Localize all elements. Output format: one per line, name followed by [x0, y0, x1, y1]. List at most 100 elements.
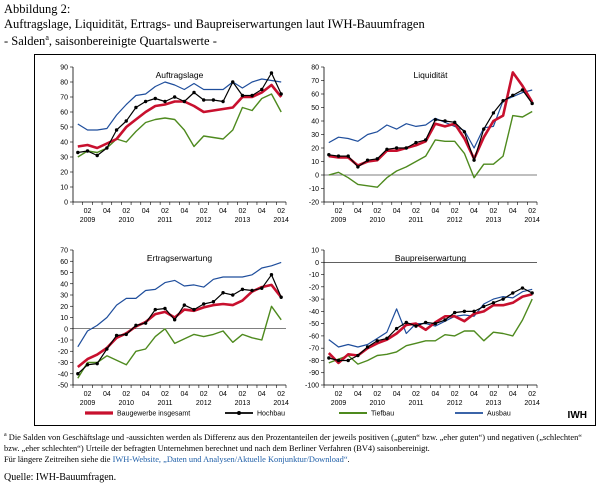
x-tick-label: 04	[219, 391, 227, 398]
hochbau-point	[472, 309, 476, 314]
series-line-baugewerbe	[77, 83, 283, 150]
x-tick-label: 02	[451, 391, 459, 398]
y-tick-label: 0	[64, 326, 68, 333]
y-tick-label: -50	[309, 321, 319, 328]
hochbau-point	[375, 157, 379, 161]
hochbau-point	[143, 99, 148, 104]
hochbau-point	[462, 309, 467, 314]
hochbau-point	[105, 347, 109, 351]
x-tick-label: 04	[354, 391, 362, 398]
y-tick-label: 20	[311, 146, 319, 153]
y-tick-label: -10	[58, 338, 68, 345]
series-line-tiefbau	[328, 298, 533, 365]
series-line-hochbau	[77, 274, 282, 375]
year-label: 2014	[273, 217, 289, 224]
hochbau-point	[404, 320, 408, 325]
hochbau-point	[211, 300, 216, 304]
y-tick-label: 20	[60, 304, 68, 311]
legend	[85, 411, 483, 415]
x-tick-label: 02	[412, 391, 420, 398]
year-label: 2009	[80, 217, 96, 224]
hochbau-point	[356, 165, 360, 169]
y-tick-label: 50	[60, 125, 68, 132]
hochbau-point	[520, 88, 525, 92]
x-tick-label: 04	[180, 391, 188, 398]
year-label: 2010	[369, 217, 385, 224]
year-label: 2012	[447, 400, 463, 407]
panel-title: Ertragserwartung	[147, 253, 212, 263]
footnote-link-suffix: .	[347, 454, 350, 464]
year-label: 2012	[196, 400, 212, 407]
year-label: 2013	[486, 400, 502, 407]
y-tick-label: 70	[60, 95, 68, 102]
hochbau-point	[365, 158, 370, 162]
series-line-hochbau	[77, 72, 282, 157]
year-label: 2010	[118, 400, 134, 407]
hochbau-point	[182, 303, 187, 307]
chart-frame: 0 10 20 30 40 50 60 70 80 90 02 04 02 04 02 04 02 04 02 04 0…	[34, 54, 596, 426]
y-tick-label: -80	[309, 358, 319, 365]
source-note: Quelle: IWH-Bauumfragen.	[4, 472, 117, 483]
x-tick-label: 04	[393, 208, 401, 215]
series-line-ausbau	[77, 78, 282, 131]
year-label: 2011	[408, 217, 423, 224]
hochbau-point	[85, 149, 90, 153]
x-tick-label: 04	[219, 208, 227, 215]
x-tick-label: 02	[122, 208, 130, 215]
year-label: 2013	[235, 217, 251, 224]
y-tick-label: -40	[309, 309, 319, 316]
subtitle-prefix: - Salden	[4, 34, 46, 49]
hochbau-point	[153, 96, 157, 101]
series-line-baugewerbe	[76, 283, 283, 369]
legend-marker-hochbau	[237, 411, 241, 415]
y-tick-label: 40	[311, 119, 319, 126]
hochbau-point	[279, 295, 283, 299]
year-label: 2009	[331, 400, 347, 407]
hochbau-point	[85, 363, 90, 367]
year-label: 2014	[524, 400, 540, 407]
hochbau-point	[394, 326, 399, 331]
hochbau-point	[172, 95, 177, 99]
panel-1	[70, 66, 287, 205]
y-tick-label: 60	[311, 92, 319, 99]
hochbau-point	[482, 304, 486, 309]
year-label: 2013	[235, 400, 251, 407]
hochbau-point	[462, 130, 467, 134]
x-tick-label: 02	[161, 391, 169, 398]
x-tick-label: 02	[412, 208, 420, 215]
y-tick-label: 0	[315, 260, 319, 267]
y-tick-label: 50	[311, 105, 319, 112]
y-tick-label: 80	[60, 80, 68, 87]
hochbau-point	[414, 324, 418, 328]
hochbau-point	[250, 93, 254, 98]
hochbau-point	[375, 339, 379, 343]
y-tick-label: 10	[60, 315, 68, 322]
x-tick-label: 04	[431, 391, 439, 398]
x-tick-label: 04	[258, 391, 266, 398]
year-label: 2014	[273, 400, 289, 407]
x-tick-label: 04	[393, 391, 401, 398]
y-tick-label: 0	[64, 200, 68, 207]
series-line-tiefbau	[77, 93, 282, 158]
x-tick-label: 04	[509, 391, 517, 398]
y-tick-label: 80	[311, 65, 319, 72]
y-tick-label: 60	[60, 110, 68, 117]
hochbau-point	[336, 358, 341, 363]
x-tick-label: 04	[470, 391, 478, 398]
hochbau-point	[260, 87, 264, 92]
series-line-baugewerbe	[328, 71, 534, 167]
hochbau-point	[240, 93, 245, 98]
x-tick-label: 02	[335, 208, 343, 215]
y-tick-label: -10	[309, 186, 319, 193]
hochbau-point	[134, 105, 138, 110]
x-tick-label: 02	[200, 391, 208, 398]
hochbau-point	[530, 291, 534, 295]
hochbau-point	[124, 332, 128, 337]
y-tick-label: -20	[309, 284, 319, 291]
iwh-website-link[interactable]: IWH-Website, „Daten und Analysen/Aktuell…	[112, 454, 348, 464]
subtitle-footnote-marker: a	[45, 33, 49, 42]
x-tick-label: 04	[180, 208, 188, 215]
y-tick-label: 0	[315, 173, 319, 180]
hochbau-point	[76, 372, 80, 376]
